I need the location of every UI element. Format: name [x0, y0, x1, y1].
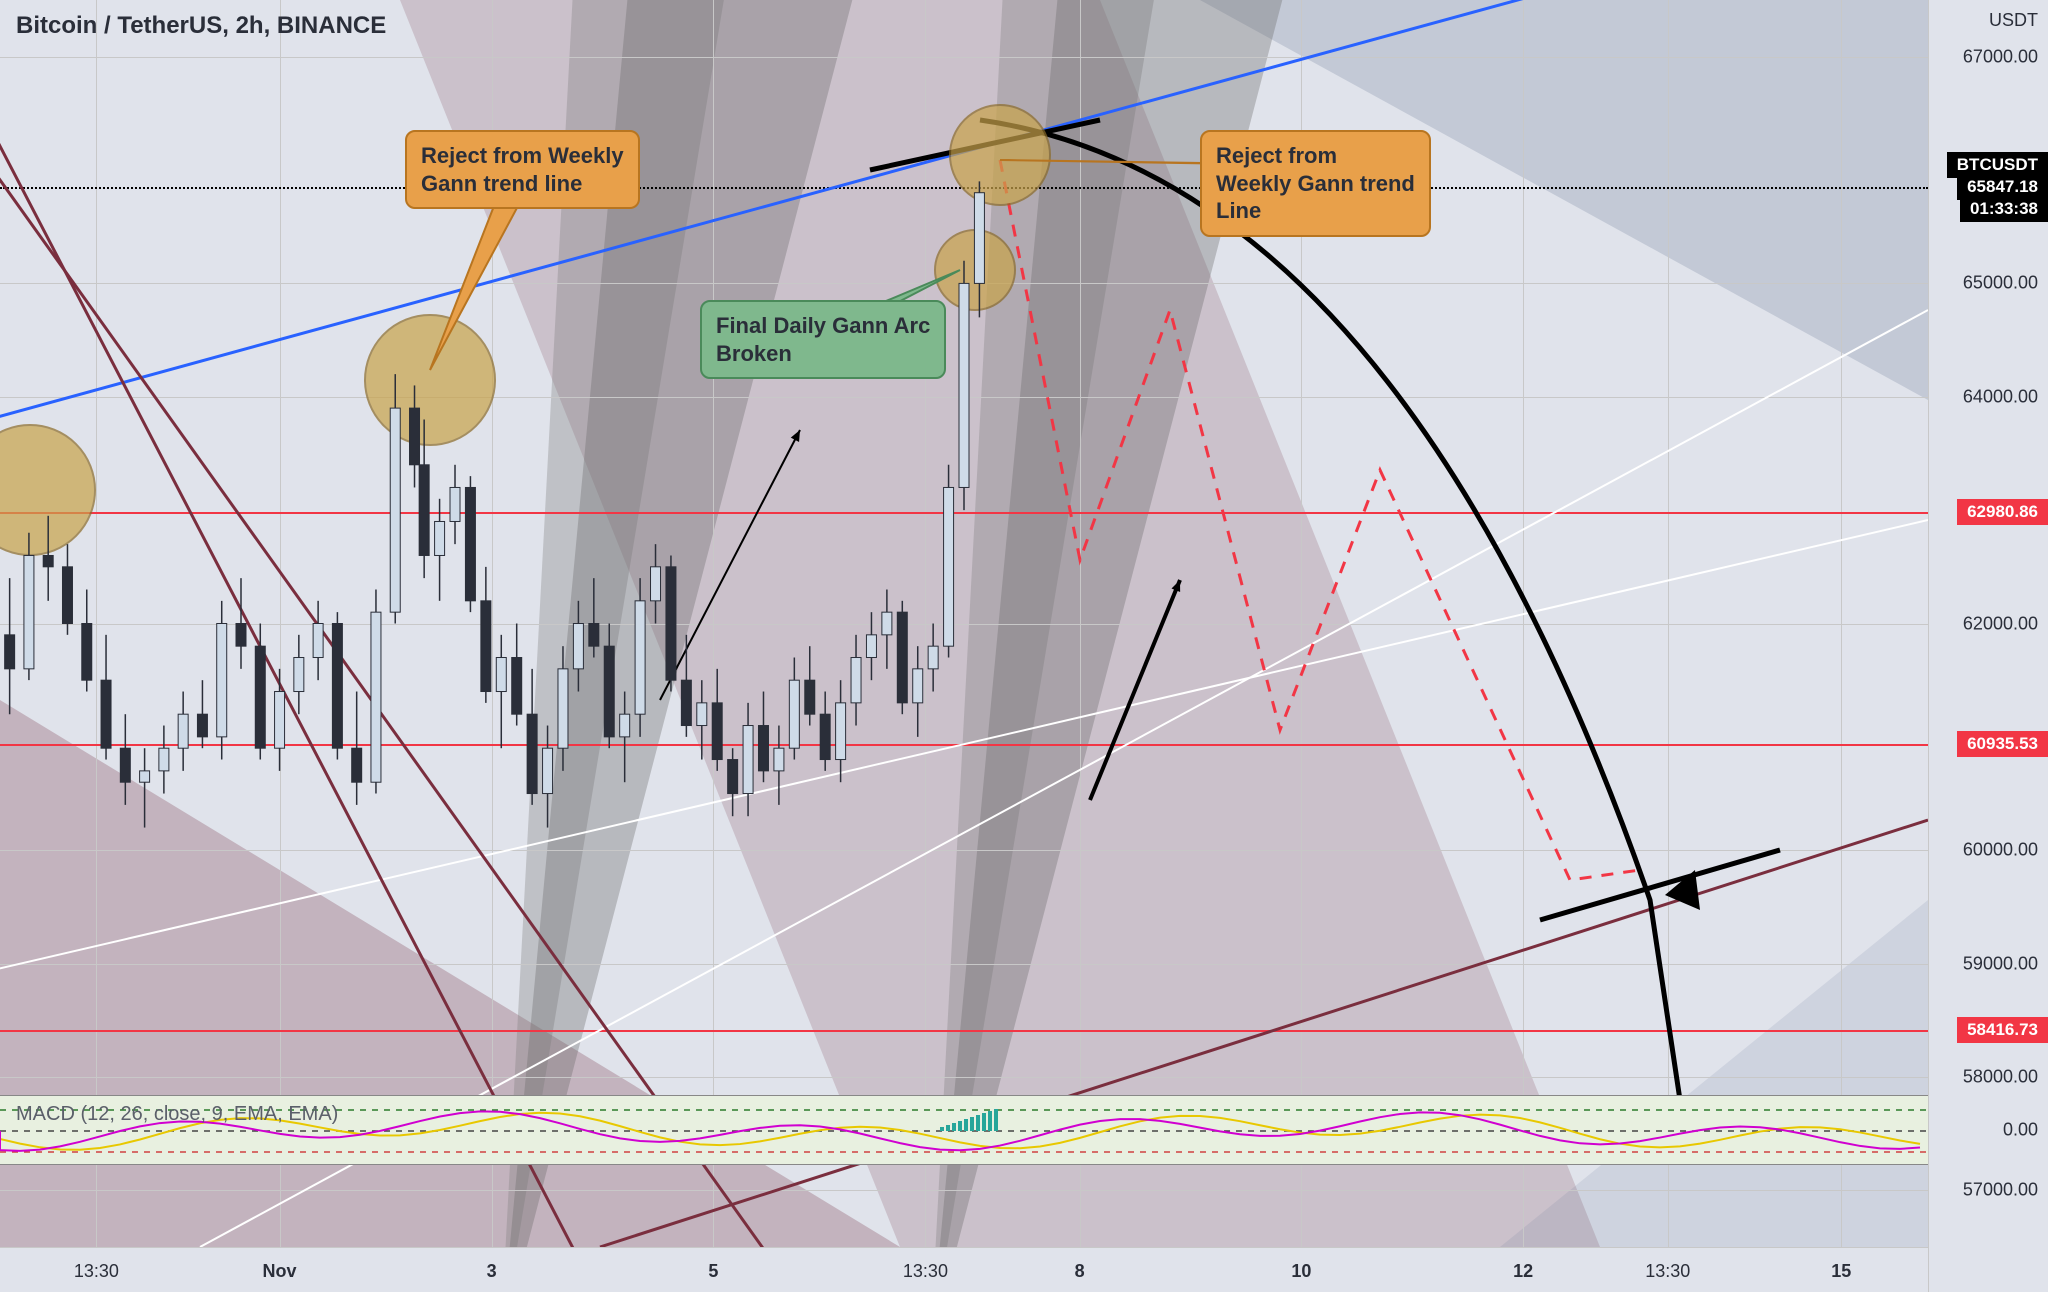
- plot-area[interactable]: MACD (12, 26, close, 9, EMA, EMA) Reject…: [0, 0, 1928, 1247]
- y-axis[interactable]: USDT 57000.00 58000.00 59000.00 60000.00 620…: [1928, 0, 2048, 1292]
- x-tick-label: 13:30: [1645, 1261, 1690, 1282]
- x-tick-label: 8: [1075, 1261, 1085, 1282]
- macd-zero-tick: 0.00: [2003, 1120, 2038, 1141]
- callout-gann_arc[interactable]: Final Daily Gann Arc Broken: [700, 300, 946, 379]
- y-tick-label: 67000.00: [1963, 46, 2038, 67]
- price-line-tag: 58416.73: [1957, 1017, 2048, 1043]
- price-line-tag: 62980.86: [1957, 499, 2048, 525]
- quote-currency-label: USDT: [1989, 10, 2038, 31]
- callout-reject1[interactable]: Reject from Weekly Gann trend line: [405, 130, 640, 209]
- x-axis[interactable]: 13:30 Nov 3 5 13:30 8 10 12 13:30 15: [0, 1247, 1928, 1292]
- macd-label: MACD (12, 26, close, 9, EMA, EMA): [16, 1103, 338, 1126]
- x-tick-label: 3: [487, 1261, 497, 1282]
- x-tick-label: 12: [1513, 1261, 1533, 1282]
- chart-title: Bitcoin / TetherUS, 2h, BINANCE: [16, 12, 386, 40]
- chart-container: Bitcoin / TetherUS, 2h, BINANCE MACD (12…: [0, 0, 2048, 1292]
- y-tick-label: 57000.00: [1963, 1180, 2038, 1201]
- x-tick-label: 15: [1831, 1261, 1851, 1282]
- candlestick-series: [0, 0, 1928, 1247]
- y-tick-label: 64000.00: [1963, 386, 2038, 407]
- x-tick-label: 13:30: [74, 1261, 119, 1282]
- x-tick-label: 13:30: [903, 1261, 948, 1282]
- y-tick-label: 60000.00: [1963, 840, 2038, 861]
- callout-reject2[interactable]: Reject from Weekly Gann trend Line: [1200, 130, 1431, 237]
- x-tick-label: 5: [708, 1261, 718, 1282]
- y-tick-label: 59000.00: [1963, 953, 2038, 974]
- x-tick-label: 10: [1291, 1261, 1311, 1282]
- y-tick-label: 65000.00: [1963, 273, 2038, 294]
- x-tick-label: Nov: [263, 1261, 297, 1282]
- price-line-tag: 60935.53: [1957, 731, 2048, 757]
- countdown-tag: 01:33:38: [1960, 196, 2048, 222]
- y-tick-label: 62000.00: [1963, 613, 2038, 634]
- y-tick-label: 58000.00: [1963, 1066, 2038, 1087]
